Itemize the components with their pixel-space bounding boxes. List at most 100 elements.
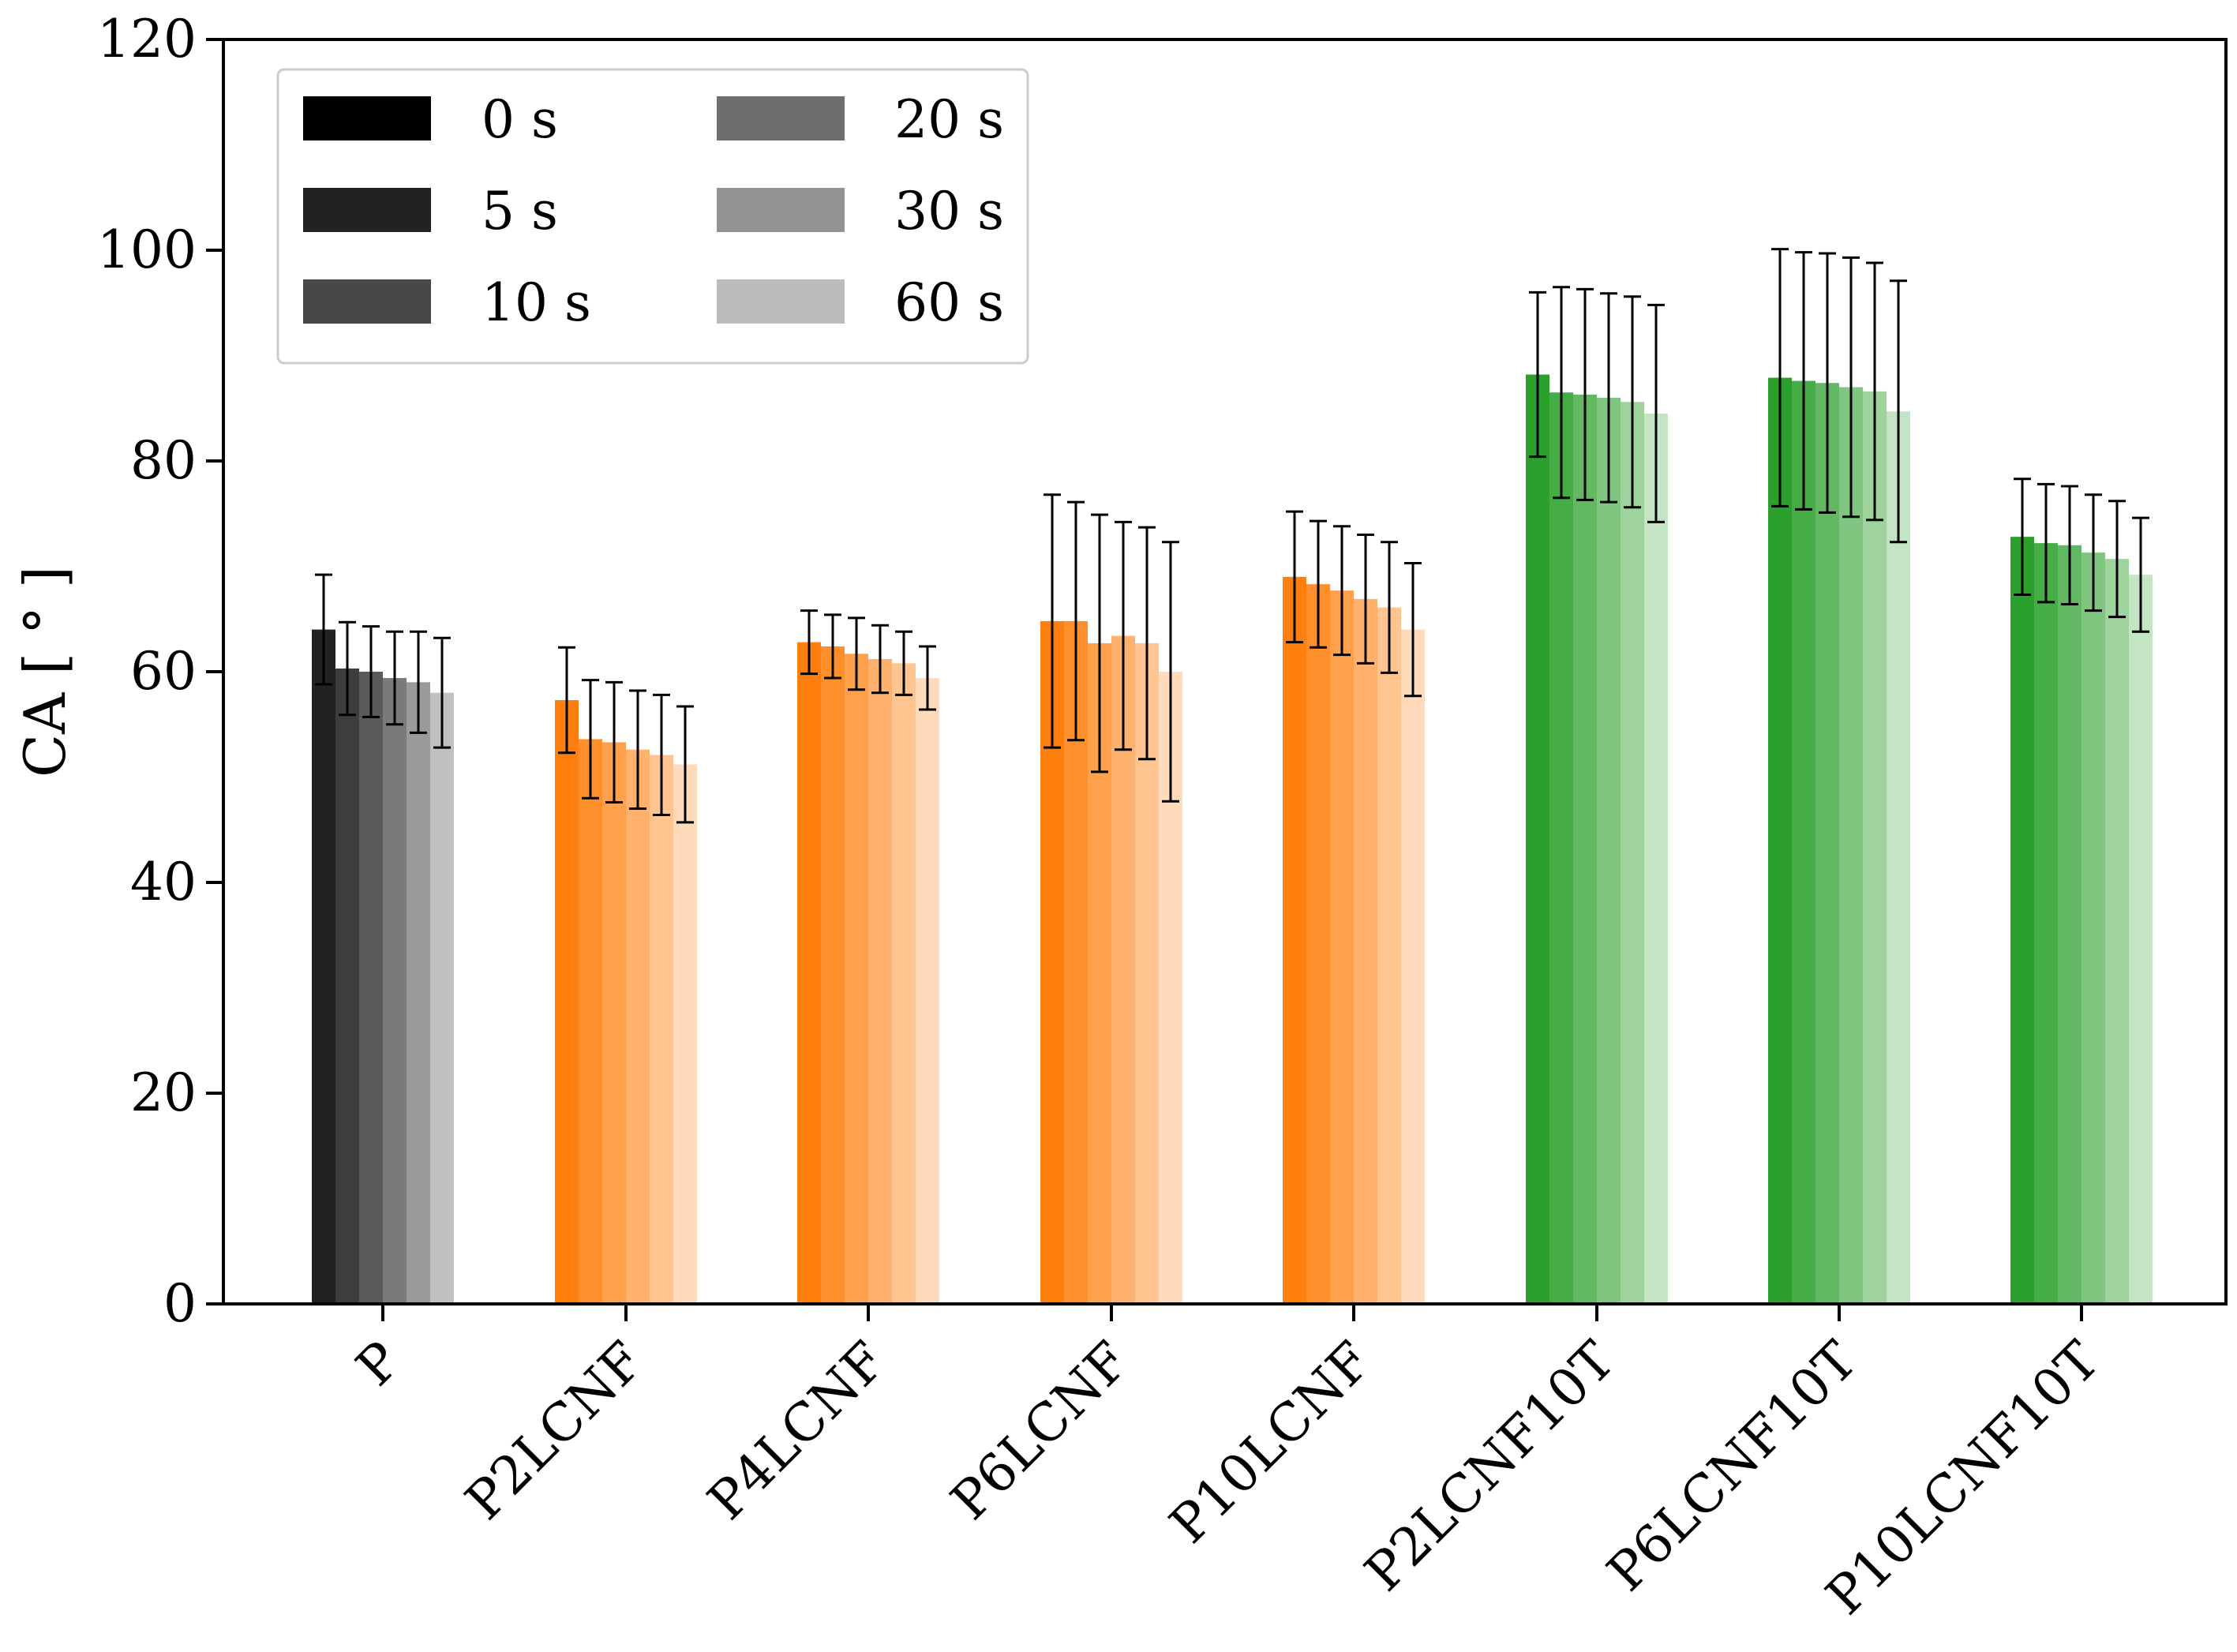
error-bar [2014, 478, 2031, 597]
bar [845, 654, 868, 1304]
error-bar [1553, 286, 1570, 500]
bar [359, 672, 383, 1304]
legend-swatch [303, 279, 431, 324]
error-bar [605, 680, 623, 804]
error-bar [1067, 500, 1085, 742]
error-bar [1310, 519, 1327, 649]
bar [1863, 391, 1887, 1304]
error-bar [1771, 248, 1789, 508]
legend-label: 60 s [894, 272, 1004, 333]
bar [312, 629, 335, 1304]
error-bar [558, 646, 575, 755]
bar [2129, 575, 2153, 1304]
bar [602, 742, 626, 1304]
bar [892, 663, 916, 1304]
error-bar [2108, 500, 2126, 619]
error-bar [1866, 261, 1883, 522]
legend-swatch [303, 96, 431, 140]
bar [821, 646, 845, 1304]
error-bar [629, 689, 646, 811]
bar [1573, 394, 1597, 1304]
bar [555, 700, 579, 1304]
bar [383, 678, 407, 1304]
error-bar [433, 636, 451, 749]
y-tick-label: 100 [97, 219, 197, 280]
error-bar [1138, 526, 1156, 761]
y-tick-label: 20 [130, 1062, 197, 1123]
bar [1792, 380, 1815, 1304]
error-bar [895, 630, 912, 696]
error-bar [362, 625, 380, 718]
y-tick-label: 60 [130, 641, 197, 702]
bar [2081, 553, 2105, 1304]
bar [579, 739, 602, 1304]
error-bar [1357, 533, 1374, 665]
error-bar [1091, 513, 1108, 774]
legend-swatch [717, 96, 845, 140]
bar [2010, 537, 2034, 1304]
error-bar [1404, 561, 1422, 698]
error-bar [582, 679, 599, 800]
bar [1768, 377, 1792, 1304]
bar [1549, 392, 1573, 1305]
error-bar [1795, 251, 1812, 511]
bar [1526, 374, 1549, 1304]
bar [1597, 397, 1621, 1304]
legend-label: 5 s [481, 181, 558, 242]
error-bar [2132, 516, 2149, 633]
error-bar [1647, 303, 1665, 523]
bar [1839, 387, 1863, 1304]
error-bar [800, 609, 818, 676]
bar [2034, 543, 2058, 1304]
y-tick-label: 0 [163, 1273, 197, 1334]
error-bar [2037, 482, 2055, 604]
error-bar [1624, 295, 1641, 509]
bar [916, 678, 939, 1304]
legend-label: 30 s [894, 181, 1004, 242]
y-tick-label: 120 [97, 9, 197, 69]
error-bar [824, 613, 841, 680]
error-bar [1286, 510, 1303, 644]
error-bar [2085, 493, 2102, 612]
y-axis: 0 20 40 60 80 100 120 [97, 9, 223, 1334]
error-bar [653, 693, 670, 817]
error-bar [676, 705, 694, 824]
error-bar [1600, 292, 1617, 504]
error-bar [871, 624, 889, 695]
error-bar [1381, 541, 1398, 674]
error-bar [1890, 279, 1907, 544]
bars-layer [312, 374, 2153, 1305]
error-bar [386, 630, 403, 726]
error-bar [1819, 252, 1836, 514]
bar [335, 668, 359, 1304]
bar [1354, 598, 1377, 1304]
error-bars-layer [315, 248, 2149, 824]
error-bar [1576, 287, 1594, 501]
error-bar [2061, 485, 2078, 606]
y-tick-label: 80 [130, 430, 197, 491]
error-bar [1529, 290, 1546, 459]
error-bar [919, 645, 936, 711]
error-bar [1842, 256, 1860, 519]
bar [1815, 383, 1839, 1305]
error-bar [848, 616, 865, 691]
legend: 0 s 5 s 10 s 20 s 30 s 60 s [276, 68, 1029, 365]
y-axis-title: CA [ ° ] [12, 566, 78, 777]
legend-label: 0 s [481, 89, 558, 150]
legend-swatch [717, 279, 845, 324]
error-bar [339, 620, 356, 717]
y-tick-label: 40 [130, 852, 197, 912]
error-bar [410, 630, 427, 734]
bar [1330, 590, 1354, 1304]
legend-swatch [303, 188, 431, 232]
legend-label: 10 s [481, 272, 591, 333]
bar [2058, 545, 2081, 1304]
bar [1283, 576, 1306, 1304]
bar [797, 642, 821, 1304]
error-bar [1044, 493, 1061, 749]
bar [673, 764, 697, 1304]
error-bar [1333, 525, 1351, 657]
bar [868, 658, 892, 1304]
